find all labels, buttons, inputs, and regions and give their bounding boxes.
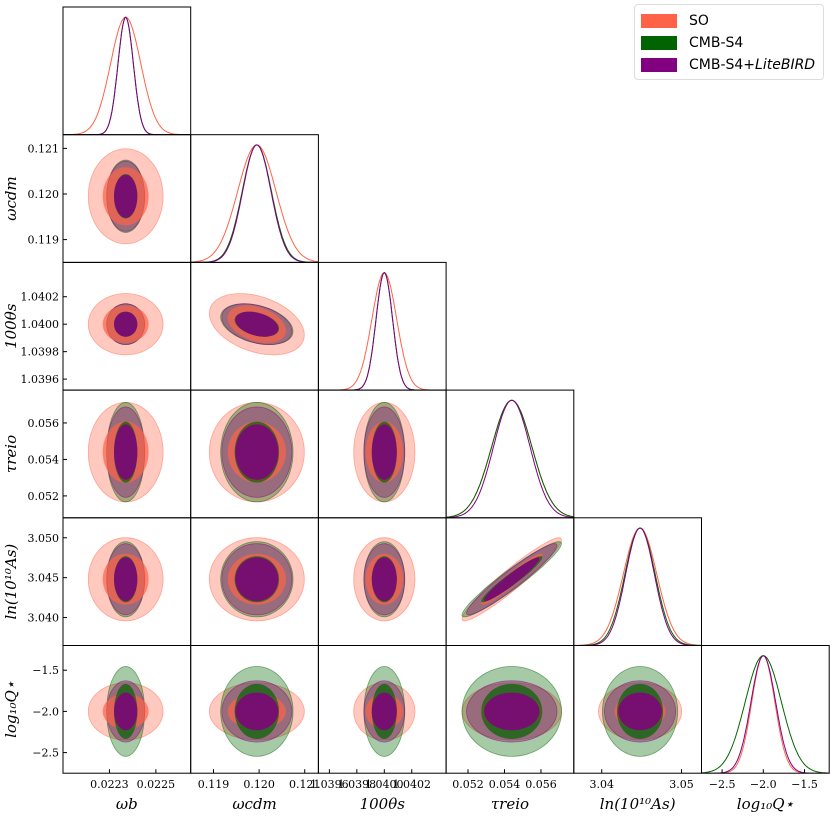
xtick-label-3-2: 0.056 (525, 778, 557, 791)
marginal-cmb-s4-litebird--b (63, 16, 191, 135)
marginal-cmb-s4-litebird-log-q- (701, 655, 830, 774)
panel-frame-0-0 (62, 6, 192, 136)
ytick-label-2-2: 1.0400 (21, 318, 60, 331)
panel-frame-2-2 (317, 261, 447, 391)
xaxis-label-log-q-: log₁₀Q⋆ (737, 795, 794, 813)
legend-swatch-cmb-s4 (641, 36, 677, 50)
ytick-label-5-0: −2.5 (32, 747, 59, 760)
ytick-label-5-2: −1.5 (32, 664, 59, 677)
marginal-so--b (63, 16, 191, 135)
marginal-cmb-s4--cdm (190, 144, 319, 263)
ytick-label-3-0: 0.052 (28, 490, 60, 503)
contour-68-cmb-s4-litebird-4-0 (114, 557, 138, 602)
contour-68-cmb-s4-litebird-5-2 (371, 692, 397, 731)
legend-item-so: SO (641, 11, 709, 31)
xtick-label-2-2: 1.0400 (365, 778, 404, 791)
marginal-so-100-s (318, 272, 447, 391)
ytick-label-4-2: 3.050 (28, 532, 60, 545)
legend: SO CMB-S4 CMB-S4+LiteBIRD (634, 4, 824, 80)
contour-68-cmb-s4-litebird-4-2 (371, 557, 397, 602)
xaxis-label-100-s: 100θs (360, 795, 406, 813)
ytick-label-1-1: 0.120 (28, 188, 60, 201)
marginal-cmb-s4-litebird--reio (446, 399, 574, 518)
ytick-label-5-1: −2.0 (32, 705, 59, 718)
marginal-cmb-s4-litebird-ln-10-as- (573, 527, 702, 646)
xaxis-label-ln-10-as-: ln(10¹⁰As) (600, 795, 676, 813)
yaxis-label-100-s: 100θs (2, 303, 20, 349)
xaxis-label--reio: τreio (491, 795, 529, 813)
legend-label-cmb-s4: CMB-S4 (689, 35, 744, 51)
xtick-label-5-1: −2.0 (750, 778, 777, 791)
yaxis-label-log-q-: log₁₀Q⋆ (2, 681, 20, 738)
contour-68-cmb-s4-litebird-5-4 (618, 692, 662, 731)
marginal-so-log-q- (701, 655, 830, 774)
contour-68-cmb-s4-litebird-2-1 (235, 311, 279, 337)
ytick-label-3-2: 0.056 (28, 417, 60, 430)
marginal-cmb-s4-litebird-100-s (318, 271, 447, 391)
ytick-label-2-1: 1.0398 (21, 346, 60, 359)
marginal-so--cdm (190, 144, 319, 263)
xtick-label-4-0: 3.04 (589, 778, 614, 791)
ytick-label-4-0: 3.040 (28, 612, 60, 625)
xaxis-label--cdm: ωcdm (232, 795, 276, 813)
marginal-cmb-s4-ln-10-as- (573, 527, 702, 646)
marginal-cmb-s4-litebird--cdm (190, 144, 319, 263)
contour-68-cmb-s4-litebird-3-0 (114, 424, 138, 480)
xtick-label-0-1: 0.0225 (137, 778, 176, 791)
xtick-label-2-3: 1.0402 (393, 778, 432, 791)
yaxis-label--reio: τreio (2, 435, 20, 473)
legend-item-cmb-s4-litebird: CMB-S4+LiteBIRD (641, 55, 815, 75)
legend-label-so: SO (689, 13, 709, 29)
contour-68-cmb-s4-litebird-2-0 (114, 311, 138, 337)
xtick-label-3-1: 0.054 (489, 778, 521, 791)
contour-68-cmb-s4-litebird-4-3 (484, 557, 540, 602)
xtick-label-1-1: 0.120 (243, 778, 275, 791)
marginal-cmb-s4-100-s (318, 271, 447, 391)
contour-68-cmb-s4-litebird-3-2 (371, 424, 397, 480)
legend-swatch-so (641, 14, 677, 28)
marginal-cmb-s4--reio (446, 399, 574, 518)
panel-frame-5-5 (701, 645, 830, 774)
xtick-label-1-0: 0.119 (198, 778, 230, 791)
ytick-label-1-0: 0.119 (28, 234, 60, 247)
xtick-label-1-2: 0.121 (289, 778, 321, 791)
ytick-label-2-3: 1.0402 (21, 291, 60, 304)
contour-68-cmb-s4-litebird-3-1 (235, 424, 279, 480)
xtick-label-5-2: −1.5 (791, 778, 818, 791)
contour-68-cmb-s4-litebird-4-1 (235, 557, 279, 602)
xtick-label-2-1: 1.0398 (338, 778, 377, 791)
yaxis-label-ln-10-as-: ln(10¹⁰As) (2, 544, 20, 620)
ytick-label-1-2: 0.121 (28, 142, 60, 155)
panel-frame-3-3 (445, 389, 575, 519)
xaxis-label--b: ωb (116, 795, 138, 813)
panel-frame-4-4 (573, 517, 702, 646)
xtick-label-3-0: 0.052 (452, 778, 484, 791)
xtick-label-5-0: −2.5 (709, 778, 736, 791)
legend-label-cmb-s4-litebird: CMB-S4+LiteBIRD (689, 57, 816, 73)
ytick-label-2-0: 1.0396 (21, 373, 60, 386)
contour-68-cmb-s4-litebird-5-0 (114, 692, 138, 731)
contour-68-cmb-s4-litebird-1-0 (114, 174, 138, 218)
contour-68-cmb-s4-litebird-5-1 (235, 692, 279, 731)
contour-68-cmb-s4-litebird-5-3 (484, 692, 540, 731)
legend-swatch-cmb-s4-litebird (641, 58, 677, 72)
panel-frame-1-1 (190, 134, 319, 263)
legend-item-cmb-s4: CMB-S4 (641, 33, 743, 53)
xtick-label-2-0: 1.0396 (310, 778, 349, 791)
marginal-so-ln-10-as- (573, 527, 702, 646)
ytick-label-4-1: 3.045 (28, 572, 60, 585)
ytick-label-3-1: 0.054 (28, 453, 60, 466)
marginal-cmb-s4--b (63, 16, 191, 135)
yaxis-label--cdm: ωcdm (2, 176, 20, 220)
marginal-cmb-s4-log-q- (701, 655, 830, 774)
xtick-label-0-0: 0.0223 (90, 778, 129, 791)
marginal-so--reio (446, 399, 574, 518)
xtick-label-4-1: 3.05 (669, 778, 694, 791)
